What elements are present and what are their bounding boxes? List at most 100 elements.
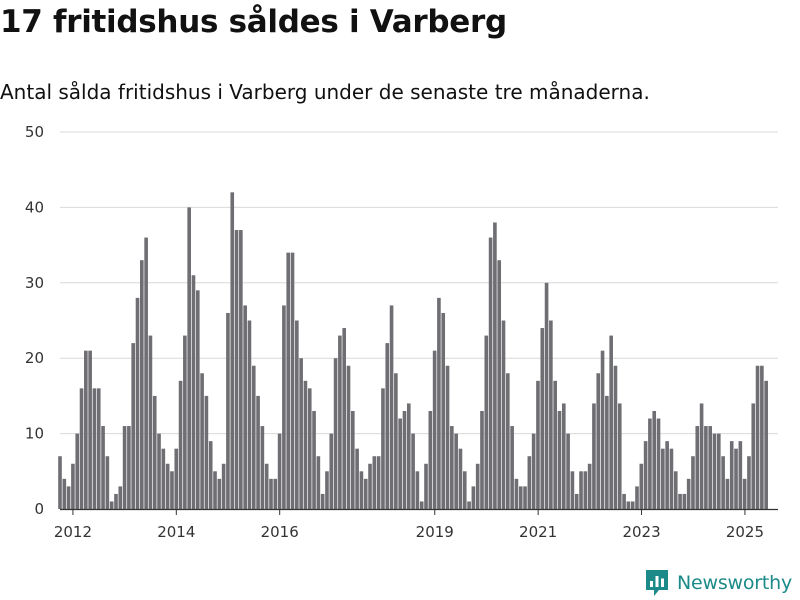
- bar: [338, 335, 342, 509]
- bar: [363, 478, 368, 509]
- bar: [626, 501, 631, 509]
- bar: [531, 433, 536, 509]
- bar: [312, 410, 316, 509]
- bar: [760, 365, 764, 509]
- bar: [303, 380, 308, 509]
- bar: [570, 471, 575, 509]
- bar: [549, 320, 553, 509]
- bar: [441, 312, 446, 509]
- bar: [643, 441, 648, 509]
- bar: [204, 395, 209, 509]
- bar: [708, 426, 713, 509]
- bar: [402, 410, 407, 509]
- bar: [165, 463, 170, 509]
- bar: [389, 305, 394, 509]
- bar: [686, 478, 691, 509]
- bar: [226, 312, 230, 509]
- data-label-latest: 17: [761, 0, 780, 4]
- bar: [105, 456, 110, 509]
- bar: [247, 320, 252, 509]
- bar: [592, 403, 596, 509]
- bar: [622, 493, 626, 509]
- bar: [269, 478, 273, 509]
- bar: [88, 350, 92, 509]
- bar: [540, 328, 545, 509]
- bar: [118, 486, 123, 509]
- bar: [75, 433, 80, 509]
- bar: [536, 380, 540, 509]
- bar: [734, 448, 738, 509]
- bar: [437, 297, 441, 509]
- bar: [342, 328, 346, 509]
- bar: [170, 471, 174, 509]
- x-tick-label: 2021: [519, 523, 557, 541]
- bar: [656, 418, 661, 509]
- bar: [135, 297, 140, 509]
- data-labels: 17: [761, 0, 780, 4]
- bars: [58, 192, 768, 510]
- bar: [557, 410, 562, 509]
- bar: [678, 493, 682, 509]
- bar: [195, 290, 200, 509]
- bar: [506, 373, 510, 509]
- bar: [717, 433, 721, 509]
- bar: [251, 365, 256, 509]
- bar: [712, 433, 717, 509]
- bar: [415, 471, 420, 509]
- bar: [669, 448, 674, 509]
- bar: [648, 418, 652, 509]
- bar: [600, 350, 605, 509]
- bar: [488, 237, 493, 509]
- bar: [372, 456, 377, 509]
- bar: [101, 426, 105, 509]
- bar: [738, 441, 743, 509]
- bar: [764, 380, 768, 509]
- chart-title: 17 fritidshus såldes i Varberg: [0, 4, 507, 40]
- bar: [639, 463, 644, 509]
- bar: [419, 501, 424, 509]
- bar: [243, 305, 247, 509]
- y-tick-label: 10: [25, 425, 44, 443]
- bar: [394, 373, 398, 509]
- bar: [234, 230, 239, 509]
- bar: [544, 282, 549, 509]
- bar: [368, 463, 372, 509]
- bar: [131, 343, 136, 509]
- bar: [325, 471, 329, 509]
- bar: [493, 222, 497, 510]
- bar: [462, 471, 467, 509]
- bar: [609, 335, 613, 509]
- bar: [471, 486, 476, 509]
- bar: [725, 478, 730, 509]
- bar: [239, 230, 243, 509]
- y-tick-label: 40: [25, 198, 44, 216]
- brand-label: Newsworthy: [677, 572, 793, 594]
- bar: [617, 403, 622, 509]
- bar: [277, 433, 282, 509]
- newsworthy-brand[interactable]: Newsworthy: [644, 568, 792, 598]
- bar: [561, 403, 566, 509]
- bar: [475, 463, 480, 509]
- bar: [673, 471, 678, 509]
- bar: [221, 463, 226, 509]
- bar: [178, 380, 183, 509]
- bar: [699, 403, 704, 509]
- bar: [630, 501, 635, 509]
- bar: [157, 433, 161, 509]
- bar: [385, 343, 390, 509]
- x-tick-label: 2019: [416, 523, 454, 541]
- bar: [333, 358, 338, 509]
- bar: [691, 456, 695, 509]
- bar: [450, 426, 454, 509]
- bar: [587, 463, 592, 509]
- bar: [480, 410, 484, 509]
- bar: [264, 463, 269, 509]
- bar: [398, 418, 402, 509]
- bar: [217, 478, 222, 509]
- bar: [428, 410, 433, 509]
- bar: [307, 388, 312, 509]
- y-tick-label: 30: [25, 274, 44, 292]
- bar: [751, 403, 756, 509]
- bar: [467, 501, 471, 509]
- bar: [71, 463, 75, 509]
